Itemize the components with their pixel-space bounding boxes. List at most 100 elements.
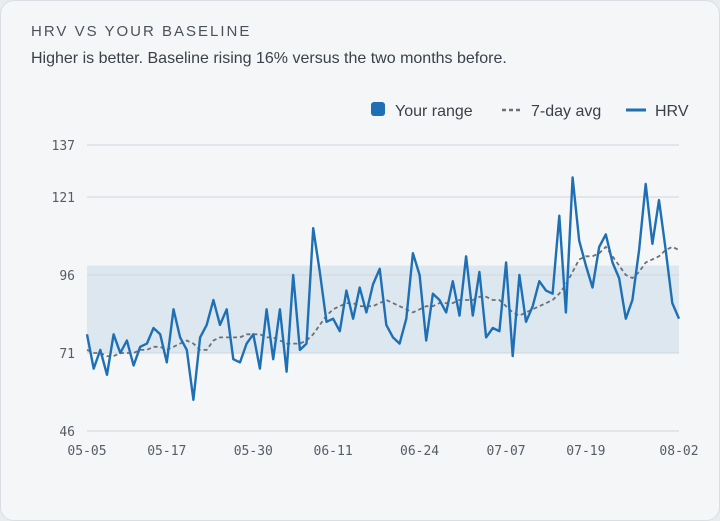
hrv-point xyxy=(332,317,334,319)
hrv-point xyxy=(638,249,640,251)
chart-subtitle: Higher is better. Baseline rising 16% ve… xyxy=(31,50,507,67)
hrv-point xyxy=(359,286,361,288)
hrv-point xyxy=(571,176,573,178)
hrv-point xyxy=(352,317,354,319)
hrv-point xyxy=(545,289,547,291)
x-tick-label: 07-19 xyxy=(566,444,605,459)
hrv-point xyxy=(199,336,201,338)
legend-hrv-label: HRV xyxy=(655,103,689,120)
hrv-point xyxy=(186,349,188,351)
hrv-point xyxy=(678,317,680,319)
hrv-point xyxy=(531,305,533,307)
hrv-point xyxy=(225,308,227,310)
hrv-point xyxy=(345,289,347,291)
hrv-point xyxy=(259,367,261,369)
hrv-point xyxy=(472,314,474,316)
hrv-point xyxy=(492,327,494,329)
y-tick-label: 96 xyxy=(59,269,75,284)
hrv-point xyxy=(279,308,281,310)
y-tick-label: 46 xyxy=(59,425,75,440)
hrv-point xyxy=(412,252,414,254)
hrv-point xyxy=(272,358,274,360)
hrv-point xyxy=(458,314,460,316)
x-tick-label: 05-17 xyxy=(147,444,186,459)
hrv-point xyxy=(119,352,121,354)
hrv-point xyxy=(265,308,267,310)
x-tick-label: 08-02 xyxy=(659,444,698,459)
hrv-point xyxy=(325,321,327,323)
hrv-point xyxy=(585,264,587,266)
hrv-point xyxy=(538,280,540,282)
hrv-point xyxy=(239,361,241,363)
hrv-point xyxy=(126,339,128,341)
hrv-point xyxy=(106,374,108,376)
hrv-point xyxy=(512,355,514,357)
x-tick-label: 07-07 xyxy=(486,444,525,459)
hrv-point xyxy=(92,367,94,369)
hrv-point xyxy=(378,268,380,270)
x-tick-label: 06-24 xyxy=(400,444,439,459)
hrv-point xyxy=(299,349,301,351)
hrv-point xyxy=(625,317,627,319)
hrv-point xyxy=(651,243,653,245)
hrv-point xyxy=(192,399,194,401)
hrv-point xyxy=(565,311,567,313)
hrv-point xyxy=(132,364,134,366)
hrv-point xyxy=(478,271,480,273)
hrv-point xyxy=(392,336,394,338)
hrv-point xyxy=(618,277,620,279)
hrv-point xyxy=(405,317,407,319)
hrv-point xyxy=(86,333,88,335)
hrv-point xyxy=(252,333,254,335)
hrv-point xyxy=(385,324,387,326)
hrv-point xyxy=(312,227,314,229)
hrv-point xyxy=(212,299,214,301)
hrv-point xyxy=(445,311,447,313)
hrv-point xyxy=(578,239,580,241)
hrv-point xyxy=(658,199,660,201)
hrv-point xyxy=(432,293,434,295)
legend-range-label: Your range xyxy=(395,103,473,120)
hrv-point xyxy=(551,293,553,295)
chart-title: HRV VS YOUR BASELINE xyxy=(31,23,252,40)
y-tick-label: 71 xyxy=(59,347,75,362)
legend-avg-label: 7-day avg xyxy=(531,103,601,120)
hrv-point xyxy=(485,336,487,338)
hrv-point xyxy=(498,330,500,332)
hrv-point xyxy=(598,246,600,248)
hrv-point xyxy=(305,342,307,344)
hrv-point xyxy=(219,324,221,326)
hrv-point xyxy=(245,342,247,344)
hrv-point xyxy=(425,339,427,341)
hrv-point xyxy=(398,342,400,344)
hrv-point xyxy=(671,302,673,304)
hrv-point xyxy=(146,342,148,344)
hrv-point xyxy=(645,183,647,185)
hrv-point xyxy=(339,330,341,332)
hrv-point xyxy=(418,274,420,276)
hrv-point xyxy=(438,299,440,301)
hrv-point xyxy=(372,283,374,285)
hrv-point xyxy=(631,299,633,301)
hrv-point xyxy=(664,249,666,251)
hrv-point xyxy=(505,261,507,263)
hrv-line xyxy=(85,176,681,401)
hrv-point xyxy=(452,280,454,282)
hrv-point xyxy=(99,349,101,351)
plot-area: 46 71 96 121 137 05-05 05-17 05-30 06-11 06-24 07-… xyxy=(52,139,699,459)
hrv-point xyxy=(179,336,181,338)
y-tick-label: 137 xyxy=(52,139,75,154)
hrv-point xyxy=(465,255,467,257)
x-tick-label: 06-11 xyxy=(314,444,353,459)
hrv-point xyxy=(292,274,294,276)
hrv-point xyxy=(159,333,161,335)
hrv-point xyxy=(605,233,607,235)
hrv-point xyxy=(525,321,527,323)
hrv-point xyxy=(365,311,367,313)
hrv-point xyxy=(166,361,168,363)
hrv-point xyxy=(112,333,114,335)
hrv-point xyxy=(319,271,321,273)
hrv-point xyxy=(152,327,154,329)
legend: Your range 7-day avg HRV xyxy=(371,102,689,120)
